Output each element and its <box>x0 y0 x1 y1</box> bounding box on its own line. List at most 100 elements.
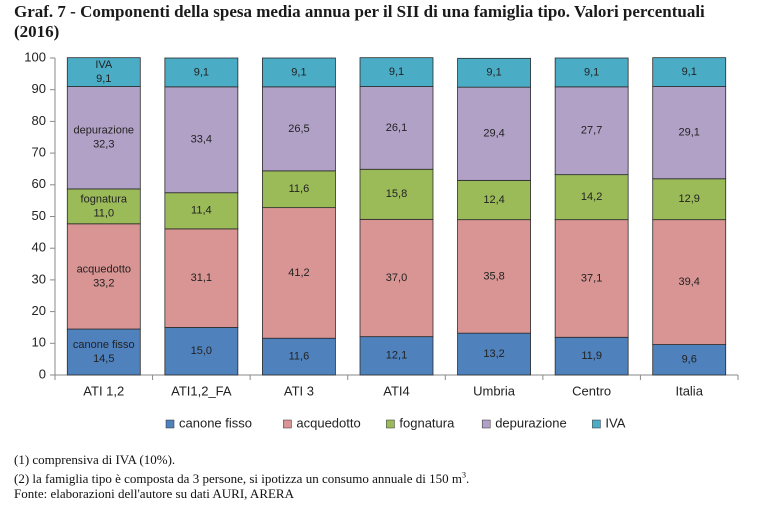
footnote-2-superscript: 3 <box>462 470 467 480</box>
x-tick-label: ATI 1,2 <box>83 383 124 398</box>
x-tick-label: Italia <box>675 383 703 398</box>
legend-label: IVA <box>605 415 625 430</box>
legend-swatch <box>283 419 292 429</box>
y-tick-label: 10 <box>32 335 46 350</box>
bar-segment-fognatura <box>262 170 336 209</box>
bar-segment-acquedotto <box>652 219 727 345</box>
y-tick-label: 90 <box>32 81 46 96</box>
bar-segment-iva <box>652 57 727 87</box>
bar-segment-canone-fisso <box>66 328 141 376</box>
footnotes: (1) comprensiva di IVA (10%). (2) la fam… <box>14 452 749 505</box>
data-label: 29,1 <box>679 127 700 139</box>
data-label: 9,1 <box>389 66 404 78</box>
x-tick-label: ATI1,2_FA <box>171 383 232 398</box>
data-label: 14,5 <box>93 353 114 365</box>
bar-segment-fognatura <box>66 188 141 225</box>
bar-segment-fognatura <box>164 192 239 230</box>
x-tick-label: Umbria <box>473 383 516 398</box>
data-label: 37,0 <box>386 272 407 284</box>
bar-segment-canone-fisso <box>262 337 336 376</box>
segment-series-label: fognatura <box>81 193 128 205</box>
x-tick-label: Centro <box>572 383 611 398</box>
data-label: 29,4 <box>483 128 504 140</box>
bar-segment-iva <box>359 57 434 87</box>
bar-segment-canone-fisso <box>457 332 531 376</box>
bar-segment-iva <box>164 57 239 88</box>
y-tick-label: 80 <box>32 113 46 128</box>
footnote-1: (1) comprensiva di IVA (10%). <box>14 452 176 467</box>
data-label: 11,6 <box>289 183 310 195</box>
data-label: 33,4 <box>191 134 212 146</box>
bar-segment-canone-fisso <box>554 336 629 376</box>
data-label: 9,1 <box>96 73 111 85</box>
footnote-2-end: . <box>466 471 470 486</box>
data-label: 14,2 <box>581 191 602 203</box>
data-label: 39,4 <box>679 276 700 288</box>
data-label: 32,3 <box>93 139 114 151</box>
data-label: 31,1 <box>191 272 212 284</box>
legend-swatch <box>481 419 491 429</box>
y-tick-label: 100 <box>24 49 46 64</box>
bar-segment-iva <box>457 57 531 88</box>
footnote-2: (2) la famiglia tipo è composta da 3 per… <box>14 471 749 487</box>
bar-segment-iva <box>262 57 336 88</box>
bar-segment-iva <box>66 57 141 87</box>
data-label: 9,1 <box>194 66 209 78</box>
bar-segment-depurazione <box>262 86 336 172</box>
footnote-2-text: (2) la famiglia tipo è composta da 3 per… <box>14 471 463 486</box>
bar-segment-depurazione <box>652 86 727 180</box>
data-label: 26,1 <box>386 122 407 134</box>
segment-series-label: IVA <box>95 59 113 71</box>
bar-segment-canone-fisso <box>164 327 239 376</box>
data-label: 11,9 <box>581 350 602 362</box>
data-label: 37,1 <box>581 272 602 284</box>
y-tick-label: 70 <box>32 145 46 160</box>
data-label: 15,0 <box>191 345 212 357</box>
bar-segment-depurazione <box>164 86 239 194</box>
bar-segment-iva <box>554 57 629 88</box>
data-label: 13,2 <box>483 348 504 360</box>
bar-segment-fognatura <box>554 174 629 221</box>
bar-segment-acquedotto <box>66 223 141 330</box>
segment-series-label: depurazione <box>74 125 135 137</box>
data-label: 26,5 <box>288 123 309 135</box>
data-label: 11,0 <box>93 207 114 219</box>
data-label: 11,6 <box>289 351 310 363</box>
bar-segment-depurazione <box>66 86 141 190</box>
data-label: 9,1 <box>584 66 599 78</box>
segment-series-label: canone fisso <box>73 339 135 351</box>
bar-segment-fognatura <box>652 178 727 221</box>
legend-label: acquedotto <box>296 415 360 430</box>
data-label: 12,1 <box>386 350 407 362</box>
legend-label: fognatura <box>399 415 455 430</box>
legend-swatch <box>386 419 395 429</box>
bar-segment-acquedotto <box>359 218 434 338</box>
x-tick-label: ATI 3 <box>284 383 314 398</box>
y-tick-label: 60 <box>32 176 46 191</box>
bar-segment-depurazione <box>457 86 531 181</box>
data-label: 12,4 <box>483 194 504 206</box>
x-tick-label: ATI4 <box>383 383 410 398</box>
y-tick-label: 40 <box>32 240 46 255</box>
data-label: 27,7 <box>581 125 602 137</box>
bar-segment-acquedotto <box>164 228 239 328</box>
legend-label: canone fisso <box>179 415 252 430</box>
source-note: Fonte: elaborazioni dell'autore su dati … <box>14 486 294 501</box>
data-label: 35,8 <box>483 270 504 282</box>
bar-segment-depurazione <box>359 86 434 170</box>
data-label: 9,1 <box>486 67 501 79</box>
data-label: 33,2 <box>93 277 114 289</box>
bar-segment-acquedotto <box>262 207 336 339</box>
segment-series-label: acquedotto <box>77 263 131 275</box>
stacked-bar-chart: 0 10 20 30 40 50 60 70 80 90 100 canone fisso 14,5 ac… <box>24 49 739 430</box>
chart-title: Graf. 7 - Componenti della spesa media a… <box>14 2 705 41</box>
legend-label: depurazione <box>495 415 567 430</box>
data-label: 9,1 <box>682 66 697 78</box>
y-tick-label: 20 <box>32 303 46 318</box>
y-tick-label: 50 <box>32 208 46 223</box>
legend-swatch <box>165 419 175 429</box>
data-label: 15,8 <box>386 188 407 200</box>
data-label: 41,2 <box>288 267 309 279</box>
data-label: 12,9 <box>679 193 700 205</box>
y-tick-label: 0 <box>39 366 46 381</box>
